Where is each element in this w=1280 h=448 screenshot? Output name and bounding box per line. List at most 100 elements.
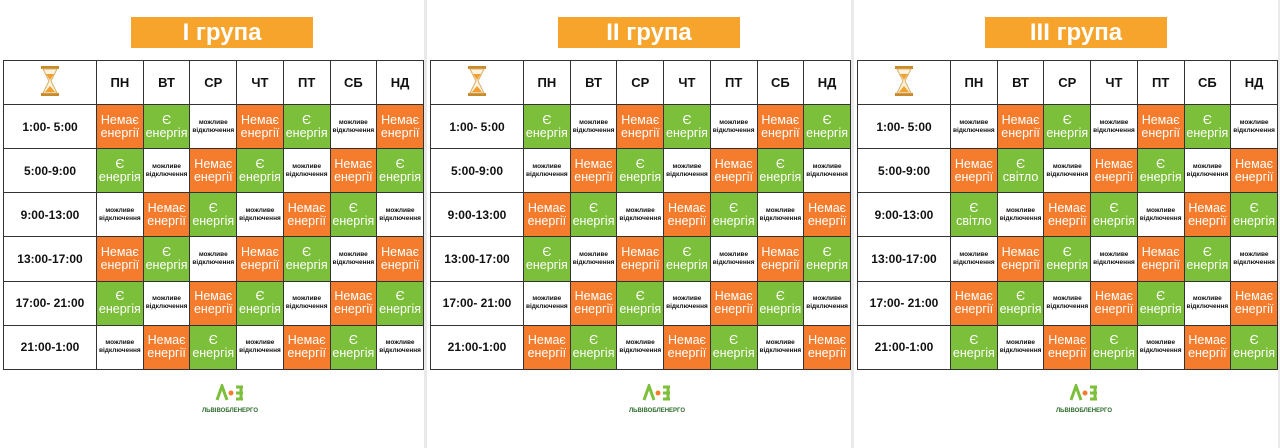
group-panel: ІІ група ПН ВТ СР ЧТ ПТ СБ НД 1:00- 5:00 Є енергі…	[427, 0, 851, 448]
status-cell: Є світло	[996, 148, 1045, 194]
day-header: ЧТ	[1090, 60, 1138, 105]
status-cell: можливе відключення	[189, 236, 238, 282]
day-header: ПТ	[709, 60, 758, 105]
status-cell: Є світло	[950, 192, 998, 238]
day-header: СР	[1043, 60, 1092, 105]
group-title: ІІ група	[558, 17, 740, 48]
status-cell: Немає енергії	[663, 324, 711, 371]
status-cell: Немає енергії	[329, 148, 378, 194]
time-cell: 5:00-9:00	[430, 148, 524, 194]
logo-icon	[215, 381, 243, 401]
status-cell: можливе відключення	[996, 192, 1045, 238]
status-cell: Немає енергії	[329, 280, 378, 326]
status-cell: можливе відключення	[1090, 236, 1138, 282]
group-title: ІІІ група	[985, 17, 1167, 48]
hourglass-icon	[41, 66, 59, 96]
schedule-row: 17:00- 21:00 Немає енергії Є енергія можлив…	[857, 280, 1278, 326]
status-cell: Немає енергії	[616, 103, 665, 150]
time-cell: 13:00-17:00	[857, 236, 951, 282]
status-cell: Немає енергії	[523, 324, 571, 371]
time-cell: 5:00-9:00	[857, 148, 951, 194]
schedule-row: 5:00-9:00 Є енергія можливе відключення Нем…	[3, 148, 424, 194]
schedule-row: 17:00- 21:00 Є енергія можливе відключення…	[3, 280, 424, 326]
status-cell: Є енергія	[1183, 236, 1232, 282]
status-cell: Немає енергії	[376, 236, 424, 282]
status-cell: Немає енергії	[996, 103, 1045, 150]
status-cell: Немає енергії	[189, 280, 238, 326]
schedule-table: ПН ВТ СР ЧТ ПТ СБ НД 1:00- 5:00 Немає енергії Є е…	[3, 60, 424, 371]
status-cell: можливе відключення	[1183, 148, 1232, 194]
day-header: СБ	[1183, 60, 1232, 105]
day-header: СР	[189, 60, 238, 105]
status-cell: Є енергія	[996, 280, 1045, 326]
status-cell: Немає енергії	[1183, 192, 1232, 238]
time-cell: 1:00- 5:00	[430, 103, 524, 150]
logo: ЛЬВІВОБЛЕНЕРГО	[617, 381, 697, 414]
group-panel: І група ПН ВТ СР ЧТ ПТ СБ НД 1:00- 5:00 Немає ене…	[0, 0, 424, 448]
status-cell: можливе відключення	[803, 280, 851, 326]
status-cell: Немає енергії	[236, 236, 284, 282]
status-cell: Є енергія	[1230, 192, 1278, 238]
day-header: ПТ	[282, 60, 331, 105]
schedule-row: 9:00-13:00 Немає енергії Є енергія можливе …	[430, 192, 851, 238]
status-cell: Є енергія	[523, 236, 571, 282]
time-cell: 13:00-17:00	[3, 236, 97, 282]
schedule-row: 17:00- 21:00 можливе відключення Немає ене…	[430, 280, 851, 326]
schedule-table: ПН ВТ СР ЧТ ПТ СБ НД 1:00- 5:00 Є енергія можливе…	[430, 60, 851, 371]
status-cell: Є енергія	[329, 324, 378, 371]
group-title: І група	[131, 17, 313, 48]
time-cell: 9:00-13:00	[857, 192, 951, 238]
status-cell: Є енергія	[663, 236, 711, 282]
time-cell: 17:00- 21:00	[430, 280, 524, 326]
corner-cell	[430, 60, 524, 105]
status-cell: можливе відключення	[996, 324, 1045, 371]
time-cell: 21:00-1:00	[857, 324, 951, 371]
status-cell: Є енергія	[1090, 192, 1138, 238]
schedule-row: 21:00-1:00 Є енергія можливе відключення Не…	[857, 324, 1278, 371]
schedule-row: 21:00-1:00 Немає енергії Є енергія можливе …	[430, 324, 851, 371]
status-cell: Немає енергії	[663, 192, 711, 238]
day-header: ПН	[950, 60, 998, 105]
status-cell: Немає енергії	[282, 192, 331, 238]
logo: ЛЬВІВОБЛЕНЕРГО	[1044, 381, 1124, 414]
status-cell: можливе відключення	[282, 148, 331, 194]
status-cell: можливе відключення	[803, 148, 851, 194]
logo-text: ЛЬВІВОБЛЕНЕРГО	[1055, 408, 1113, 414]
status-cell: Є енергія	[616, 148, 665, 194]
time-cell: 17:00- 21:00	[857, 280, 951, 326]
day-header: ПН	[523, 60, 571, 105]
status-cell: Є енергія	[1183, 103, 1232, 150]
status-cell: Є енергія	[569, 324, 618, 371]
status-cell: Немає енергії	[523, 192, 571, 238]
schedule-row: 9:00-13:00 можливе відключення Немає енерг…	[3, 192, 424, 238]
day-header: ЧТ	[236, 60, 284, 105]
status-cell: можливе відключення	[950, 236, 998, 282]
status-cell: можливе відключення	[189, 103, 238, 150]
logo-text: ЛЬВІВОБЛЕНЕРГО	[201, 408, 259, 414]
status-cell: Є енергія	[329, 192, 378, 238]
status-cell: Є енергія	[756, 148, 805, 194]
status-cell: Немає енергії	[950, 148, 998, 194]
status-cell: можливе відключення	[523, 280, 571, 326]
status-cell: Немає енергії	[1090, 280, 1138, 326]
logo-text: ЛЬВІВОБЛЕНЕРГО	[628, 408, 686, 414]
schedule-row: 9:00-13:00 Є світло можливе відключення Нем…	[857, 192, 1278, 238]
status-cell: Є енергія	[1136, 148, 1185, 194]
status-cell: можливе відключення	[142, 280, 191, 326]
status-cell: Немає енергії	[1090, 148, 1138, 194]
status-cell: Є енергія	[1090, 324, 1138, 371]
day-header: ВТ	[142, 60, 191, 105]
time-cell: 1:00- 5:00	[857, 103, 951, 150]
status-cell: Є енергія	[663, 103, 711, 150]
schedule-row: 13:00-17:00 Немає енергії Є енергія можливе…	[3, 236, 424, 282]
day-header: ВТ	[569, 60, 618, 105]
group-panel: ІІІ група ПН ВТ СР ЧТ ПТ СБ НД 1:00- 5:00 можливе…	[854, 0, 1278, 448]
day-header: ЧТ	[663, 60, 711, 105]
status-cell: Є енергія	[142, 103, 191, 150]
status-cell: Немає енергії	[803, 324, 851, 371]
status-cell: можливе відключення	[236, 324, 284, 371]
status-cell: Немає енергії	[1230, 148, 1278, 194]
day-header: ПН	[96, 60, 144, 105]
status-cell: можливе відключення	[569, 236, 618, 282]
status-cell: Немає енергії	[1136, 236, 1185, 282]
